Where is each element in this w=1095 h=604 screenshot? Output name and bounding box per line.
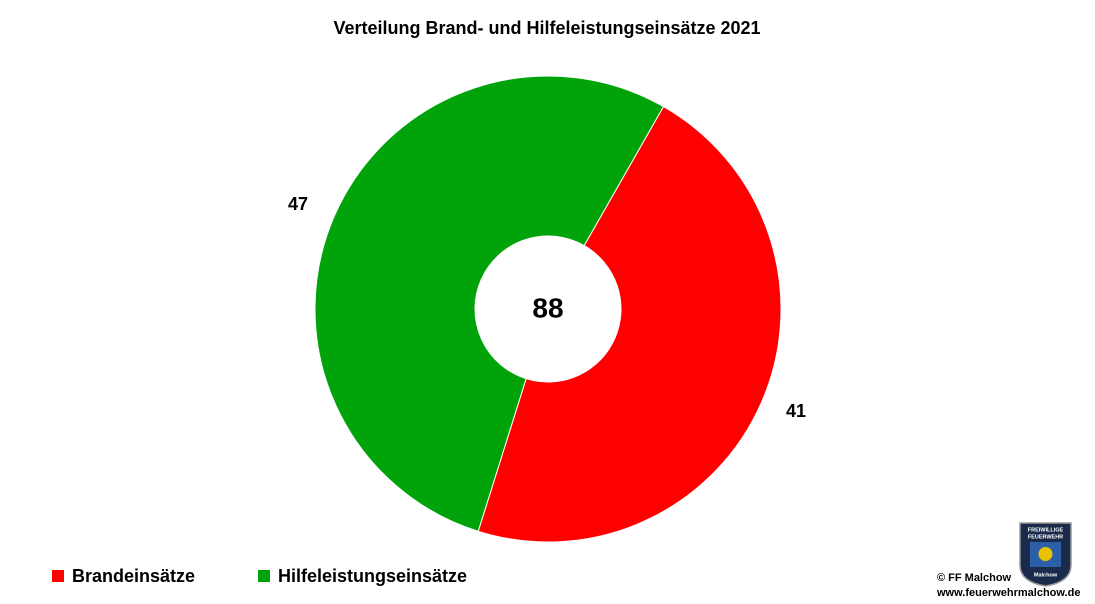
logo-text: FREIWILLIGE xyxy=(1028,527,1064,533)
logo-text: FEUERWEHR xyxy=(1028,534,1063,540)
legend-swatch xyxy=(52,570,64,582)
logo-text: Malchow xyxy=(1034,572,1058,578)
url: www.feuerwehrmalchow.de xyxy=(936,587,1080,599)
legend-label: Brandeinsätze xyxy=(72,566,195,586)
chart-title: Verteilung Brand- und Hilfeleistungseins… xyxy=(333,18,760,38)
data-label: 47 xyxy=(288,194,308,214)
center-label: 88 xyxy=(532,292,563,323)
legend-label: Hilfeleistungseinsätze xyxy=(278,566,467,586)
logo-emblem xyxy=(1038,547,1053,561)
copyright: © FF Malchow xyxy=(937,572,1012,584)
data-label: 41 xyxy=(786,401,806,421)
legend-swatch xyxy=(258,570,270,582)
slice xyxy=(314,75,665,532)
slice xyxy=(477,105,782,543)
footer: © FF Malchow www.feuerwehrmalchow.de FRE… xyxy=(936,522,1080,599)
